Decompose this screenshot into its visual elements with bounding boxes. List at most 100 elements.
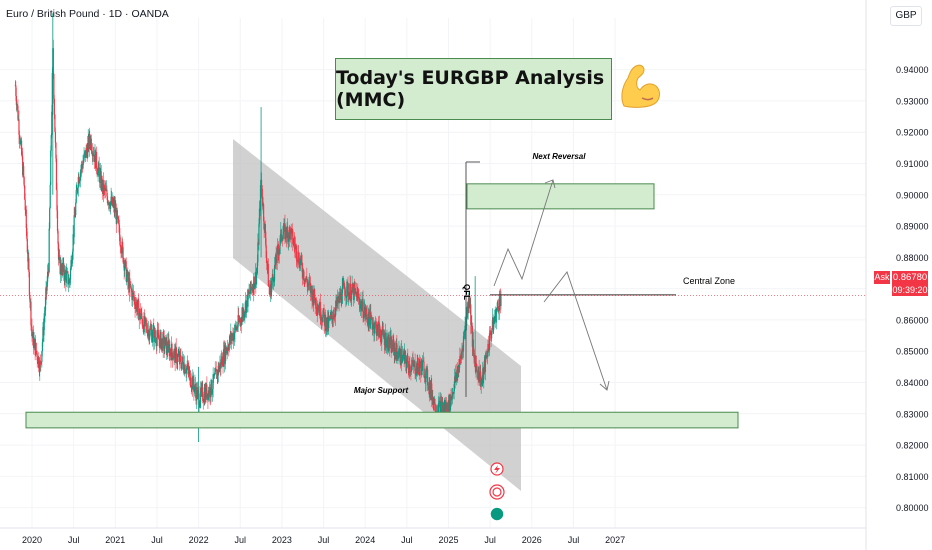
candle-body bbox=[234, 325, 237, 327]
candle-body bbox=[449, 395, 452, 411]
candle-body bbox=[451, 396, 453, 398]
candle-body bbox=[182, 361, 185, 371]
currency-button[interactable]: GBP bbox=[890, 6, 922, 26]
candle-body bbox=[46, 282, 48, 291]
candle-body bbox=[476, 366, 478, 372]
candle-body bbox=[377, 324, 379, 333]
candle-body bbox=[228, 341, 230, 351]
candle-body bbox=[49, 208, 51, 229]
candle-body bbox=[193, 387, 195, 393]
candle-body bbox=[136, 301, 138, 312]
candle-body bbox=[90, 138, 92, 151]
candle-body bbox=[17, 105, 19, 120]
candle-body bbox=[185, 367, 188, 373]
candle-body bbox=[44, 310, 46, 317]
candle-body bbox=[369, 311, 371, 329]
projection-drawings bbox=[0, 161, 866, 397]
candle-body bbox=[272, 277, 275, 283]
candle-body bbox=[425, 369, 427, 383]
candle-body bbox=[486, 356, 489, 358]
major-support-zone bbox=[25, 411, 739, 429]
candle-body bbox=[136, 307, 138, 312]
candle-body bbox=[259, 185, 262, 211]
candle-body bbox=[306, 276, 308, 283]
candle-body bbox=[271, 280, 273, 286]
candle-body bbox=[419, 360, 421, 367]
event-markers[interactable] bbox=[489, 462, 505, 522]
candle-body bbox=[91, 150, 93, 153]
candle-body bbox=[376, 332, 378, 337]
candle-body bbox=[80, 164, 83, 170]
candle-body bbox=[47, 271, 49, 283]
candle-body bbox=[164, 345, 166, 349]
candle-body bbox=[439, 400, 442, 417]
candle-body bbox=[129, 278, 131, 285]
candle-body bbox=[264, 223, 266, 232]
candle-body bbox=[316, 308, 318, 311]
candle-body bbox=[276, 247, 278, 263]
candle-body bbox=[214, 369, 216, 375]
y-tick-label: 0.94000 bbox=[896, 65, 929, 75]
candle-body bbox=[496, 308, 498, 313]
candle-body bbox=[57, 230, 59, 244]
candle-body bbox=[475, 363, 477, 373]
candle-body bbox=[138, 312, 140, 321]
candle-body bbox=[157, 329, 159, 333]
candle-body bbox=[230, 332, 232, 341]
candle-body bbox=[36, 353, 38, 361]
candle-body bbox=[18, 134, 21, 140]
candle-body bbox=[357, 292, 359, 298]
candle-body bbox=[83, 153, 85, 161]
candle-body bbox=[118, 224, 121, 235]
candle-body bbox=[137, 300, 139, 308]
candle-body bbox=[293, 240, 295, 245]
candle-body bbox=[256, 273, 258, 275]
candle-body bbox=[414, 361, 416, 375]
candle-body bbox=[85, 147, 87, 158]
x-tick-label: Jul bbox=[151, 535, 163, 545]
candle-body bbox=[32, 332, 35, 348]
candle-body bbox=[27, 252, 29, 262]
candle-body bbox=[180, 355, 182, 364]
candle-body bbox=[66, 271, 68, 272]
candle-body bbox=[95, 151, 98, 169]
candle-body bbox=[370, 316, 372, 318]
analysis-title: Today's EURGBP Analysis (MMC) bbox=[335, 58, 612, 120]
candle-body bbox=[334, 307, 337, 317]
candle-body bbox=[397, 357, 399, 360]
candle-body bbox=[116, 210, 118, 217]
candle-body bbox=[145, 319, 147, 325]
candle-body bbox=[51, 72, 53, 112]
x-tick-label: Jul bbox=[234, 535, 246, 545]
candle-body bbox=[257, 242, 259, 263]
candle-body bbox=[214, 374, 216, 376]
bullish-projection-path bbox=[493, 179, 554, 287]
flexed-biceps-icon bbox=[621, 64, 660, 108]
candles bbox=[14, 13, 502, 442]
candle-body bbox=[87, 143, 89, 158]
candle-body bbox=[194, 383, 197, 391]
candle-body bbox=[296, 261, 299, 262]
candle-body bbox=[437, 403, 440, 417]
candle-body bbox=[61, 264, 63, 276]
candle-body bbox=[98, 163, 100, 171]
candle-body bbox=[26, 238, 28, 253]
candle-body bbox=[391, 340, 393, 350]
candle-body bbox=[147, 332, 149, 337]
candle-body bbox=[317, 309, 319, 313]
candle-body bbox=[179, 352, 181, 356]
candle-body bbox=[438, 400, 440, 404]
candle-body bbox=[86, 147, 88, 151]
candle-body bbox=[89, 134, 91, 142]
candle-body bbox=[56, 210, 59, 231]
candle-body bbox=[402, 354, 404, 356]
candle-body bbox=[21, 154, 23, 157]
y-tick-label: 0.92000 bbox=[896, 128, 929, 138]
candle-body bbox=[200, 387, 202, 403]
candle-body bbox=[156, 337, 158, 347]
candle-body bbox=[443, 407, 445, 411]
x-tick-label: 2024 bbox=[355, 535, 375, 545]
candle-body bbox=[172, 357, 175, 359]
candle-body bbox=[133, 297, 136, 305]
candle-body bbox=[422, 360, 425, 362]
